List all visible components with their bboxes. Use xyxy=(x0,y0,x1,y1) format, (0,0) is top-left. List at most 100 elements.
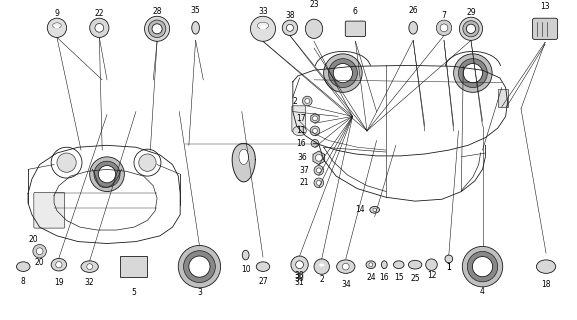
Ellipse shape xyxy=(17,262,30,271)
Circle shape xyxy=(33,244,46,258)
Ellipse shape xyxy=(336,260,355,273)
Ellipse shape xyxy=(257,22,269,29)
Text: 10: 10 xyxy=(241,265,250,274)
Text: 18: 18 xyxy=(541,280,551,289)
Circle shape xyxy=(36,248,43,255)
Ellipse shape xyxy=(260,25,266,30)
Circle shape xyxy=(311,140,319,147)
Text: 5: 5 xyxy=(132,288,136,297)
Circle shape xyxy=(313,128,317,133)
Ellipse shape xyxy=(293,126,306,136)
Text: 34: 34 xyxy=(341,280,351,289)
Circle shape xyxy=(316,155,322,161)
Circle shape xyxy=(454,54,492,92)
Circle shape xyxy=(310,126,320,136)
Polygon shape xyxy=(313,151,325,164)
Ellipse shape xyxy=(242,250,249,260)
Text: 38: 38 xyxy=(285,11,295,20)
Circle shape xyxy=(183,251,215,283)
Ellipse shape xyxy=(381,261,387,268)
Circle shape xyxy=(313,116,317,121)
Circle shape xyxy=(250,16,275,41)
Text: 23: 23 xyxy=(309,0,319,9)
Text: 25: 25 xyxy=(410,274,420,283)
Circle shape xyxy=(459,17,482,40)
Polygon shape xyxy=(239,149,249,164)
Text: 17: 17 xyxy=(296,114,305,123)
Text: 2: 2 xyxy=(319,275,324,284)
Ellipse shape xyxy=(256,262,269,271)
Ellipse shape xyxy=(51,259,66,271)
Text: 30: 30 xyxy=(295,271,305,280)
Ellipse shape xyxy=(55,25,59,28)
Text: 14: 14 xyxy=(355,205,365,214)
FancyBboxPatch shape xyxy=(345,21,365,36)
Circle shape xyxy=(189,256,210,277)
Text: 9: 9 xyxy=(54,9,59,18)
Text: 1: 1 xyxy=(447,263,451,272)
Circle shape xyxy=(95,23,104,32)
Text: 4: 4 xyxy=(480,287,485,296)
Text: 19: 19 xyxy=(54,277,63,286)
Circle shape xyxy=(94,161,120,187)
Circle shape xyxy=(56,261,62,268)
Ellipse shape xyxy=(370,206,380,213)
Circle shape xyxy=(436,20,452,36)
Text: 21: 21 xyxy=(299,178,309,187)
Circle shape xyxy=(334,63,353,83)
Circle shape xyxy=(291,256,308,273)
Ellipse shape xyxy=(192,21,200,34)
Circle shape xyxy=(89,157,124,191)
Text: 29: 29 xyxy=(466,8,476,17)
Bar xyxy=(498,90,508,107)
Circle shape xyxy=(466,24,475,33)
Circle shape xyxy=(369,263,373,267)
Circle shape xyxy=(139,154,156,171)
Polygon shape xyxy=(232,143,255,182)
FancyBboxPatch shape xyxy=(292,106,305,132)
Text: 8: 8 xyxy=(21,276,25,285)
Circle shape xyxy=(178,245,220,288)
Circle shape xyxy=(295,261,304,268)
Text: 7: 7 xyxy=(441,11,447,20)
Circle shape xyxy=(302,96,312,106)
Text: 2: 2 xyxy=(293,97,298,106)
Text: 3: 3 xyxy=(197,288,202,297)
Ellipse shape xyxy=(81,261,98,272)
Circle shape xyxy=(463,21,479,37)
Circle shape xyxy=(314,165,324,175)
Circle shape xyxy=(152,24,162,34)
Text: 35: 35 xyxy=(191,6,200,15)
Circle shape xyxy=(426,259,437,270)
Ellipse shape xyxy=(394,261,404,268)
Circle shape xyxy=(459,59,488,88)
Text: 16: 16 xyxy=(380,273,389,282)
Polygon shape xyxy=(311,114,319,123)
Text: 11: 11 xyxy=(296,126,305,135)
Circle shape xyxy=(98,165,115,183)
Ellipse shape xyxy=(409,21,418,34)
Circle shape xyxy=(305,99,310,103)
Ellipse shape xyxy=(305,19,323,38)
Text: 27: 27 xyxy=(258,276,268,285)
Text: 15: 15 xyxy=(394,273,403,282)
Circle shape xyxy=(89,18,109,37)
Text: 26: 26 xyxy=(409,6,418,15)
Text: 12: 12 xyxy=(427,271,436,280)
Text: 32: 32 xyxy=(85,278,95,287)
Text: 31: 31 xyxy=(295,278,305,287)
Ellipse shape xyxy=(537,260,556,273)
Text: 30: 30 xyxy=(295,274,305,283)
Circle shape xyxy=(440,24,448,32)
Circle shape xyxy=(282,20,298,36)
Text: 28: 28 xyxy=(152,7,162,16)
Text: 20: 20 xyxy=(35,258,44,267)
Ellipse shape xyxy=(409,260,422,269)
Text: 13: 13 xyxy=(540,2,550,11)
Text: 1: 1 xyxy=(447,263,451,272)
Text: 33: 33 xyxy=(258,7,268,16)
Text: 37: 37 xyxy=(299,166,309,175)
Text: 16: 16 xyxy=(297,139,306,148)
Circle shape xyxy=(373,208,376,212)
Ellipse shape xyxy=(319,264,324,267)
